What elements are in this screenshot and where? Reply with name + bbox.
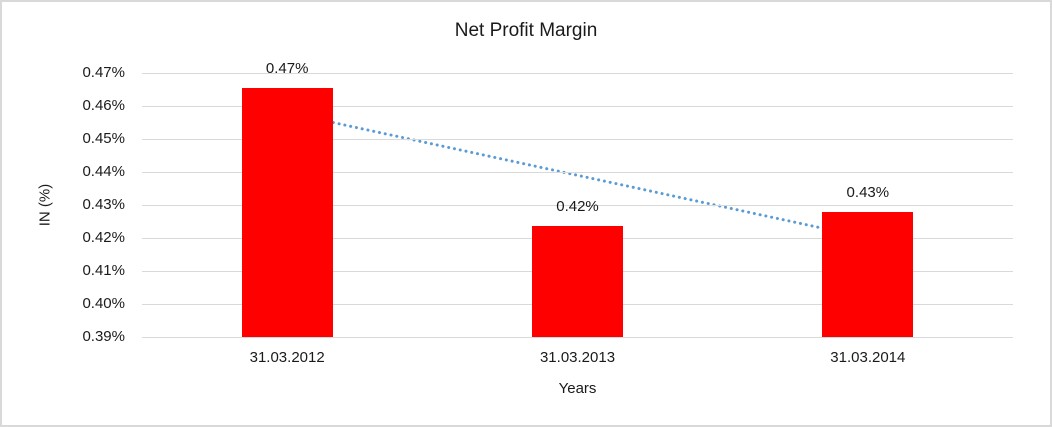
y-tick-label: 0.40%	[82, 295, 125, 312]
bar-31.03.2014	[822, 211, 914, 337]
data-label: 0.43%	[846, 183, 890, 201]
y-tick-label: 0.42%	[82, 229, 125, 246]
x-tick-label: 31.03.2012	[249, 349, 325, 366]
y-tick-label: 0.41%	[82, 262, 125, 279]
gridline	[142, 139, 1013, 140]
gridline	[142, 73, 1013, 74]
y-tick-label: 0.45%	[82, 130, 125, 147]
x-tick-label: 31.03.2014	[830, 349, 906, 366]
bar-31.03.2012	[241, 87, 333, 337]
y-tick-label: 0.47%	[82, 64, 125, 81]
x-axis-title: Years	[558, 380, 597, 397]
y-tick-label: 0.44%	[82, 163, 125, 180]
bar-31.03.2013	[532, 226, 623, 337]
y-tick-label: 0.39%	[82, 328, 125, 345]
gridline	[142, 172, 1013, 173]
gridline	[142, 106, 1013, 107]
data-label: 0.47%	[265, 59, 309, 77]
chart-title: Net Profit Margin	[454, 20, 598, 41]
y-axis-tick-labels: 0.39% 0.40% 0.41% 0.42% 0.43% 0.44% 0.45% 0.46%…	[2, 64, 125, 345]
x-tick-label: 31.03.2013	[539, 349, 616, 366]
y-tick-label: 0.43%	[82, 196, 125, 213]
gridline	[142, 337, 1013, 338]
plot-area: 0.47% 0.42% 0.43%	[142, 60, 1013, 338]
trendline	[285, 111, 870, 240]
gridline	[142, 205, 1013, 206]
x-axis-tick-labels: 31.03.2012 31.03.2013 31.03.2014	[142, 349, 1013, 369]
y-tick-label: 0.46%	[82, 97, 125, 114]
data-label: 0.42%	[556, 198, 599, 216]
